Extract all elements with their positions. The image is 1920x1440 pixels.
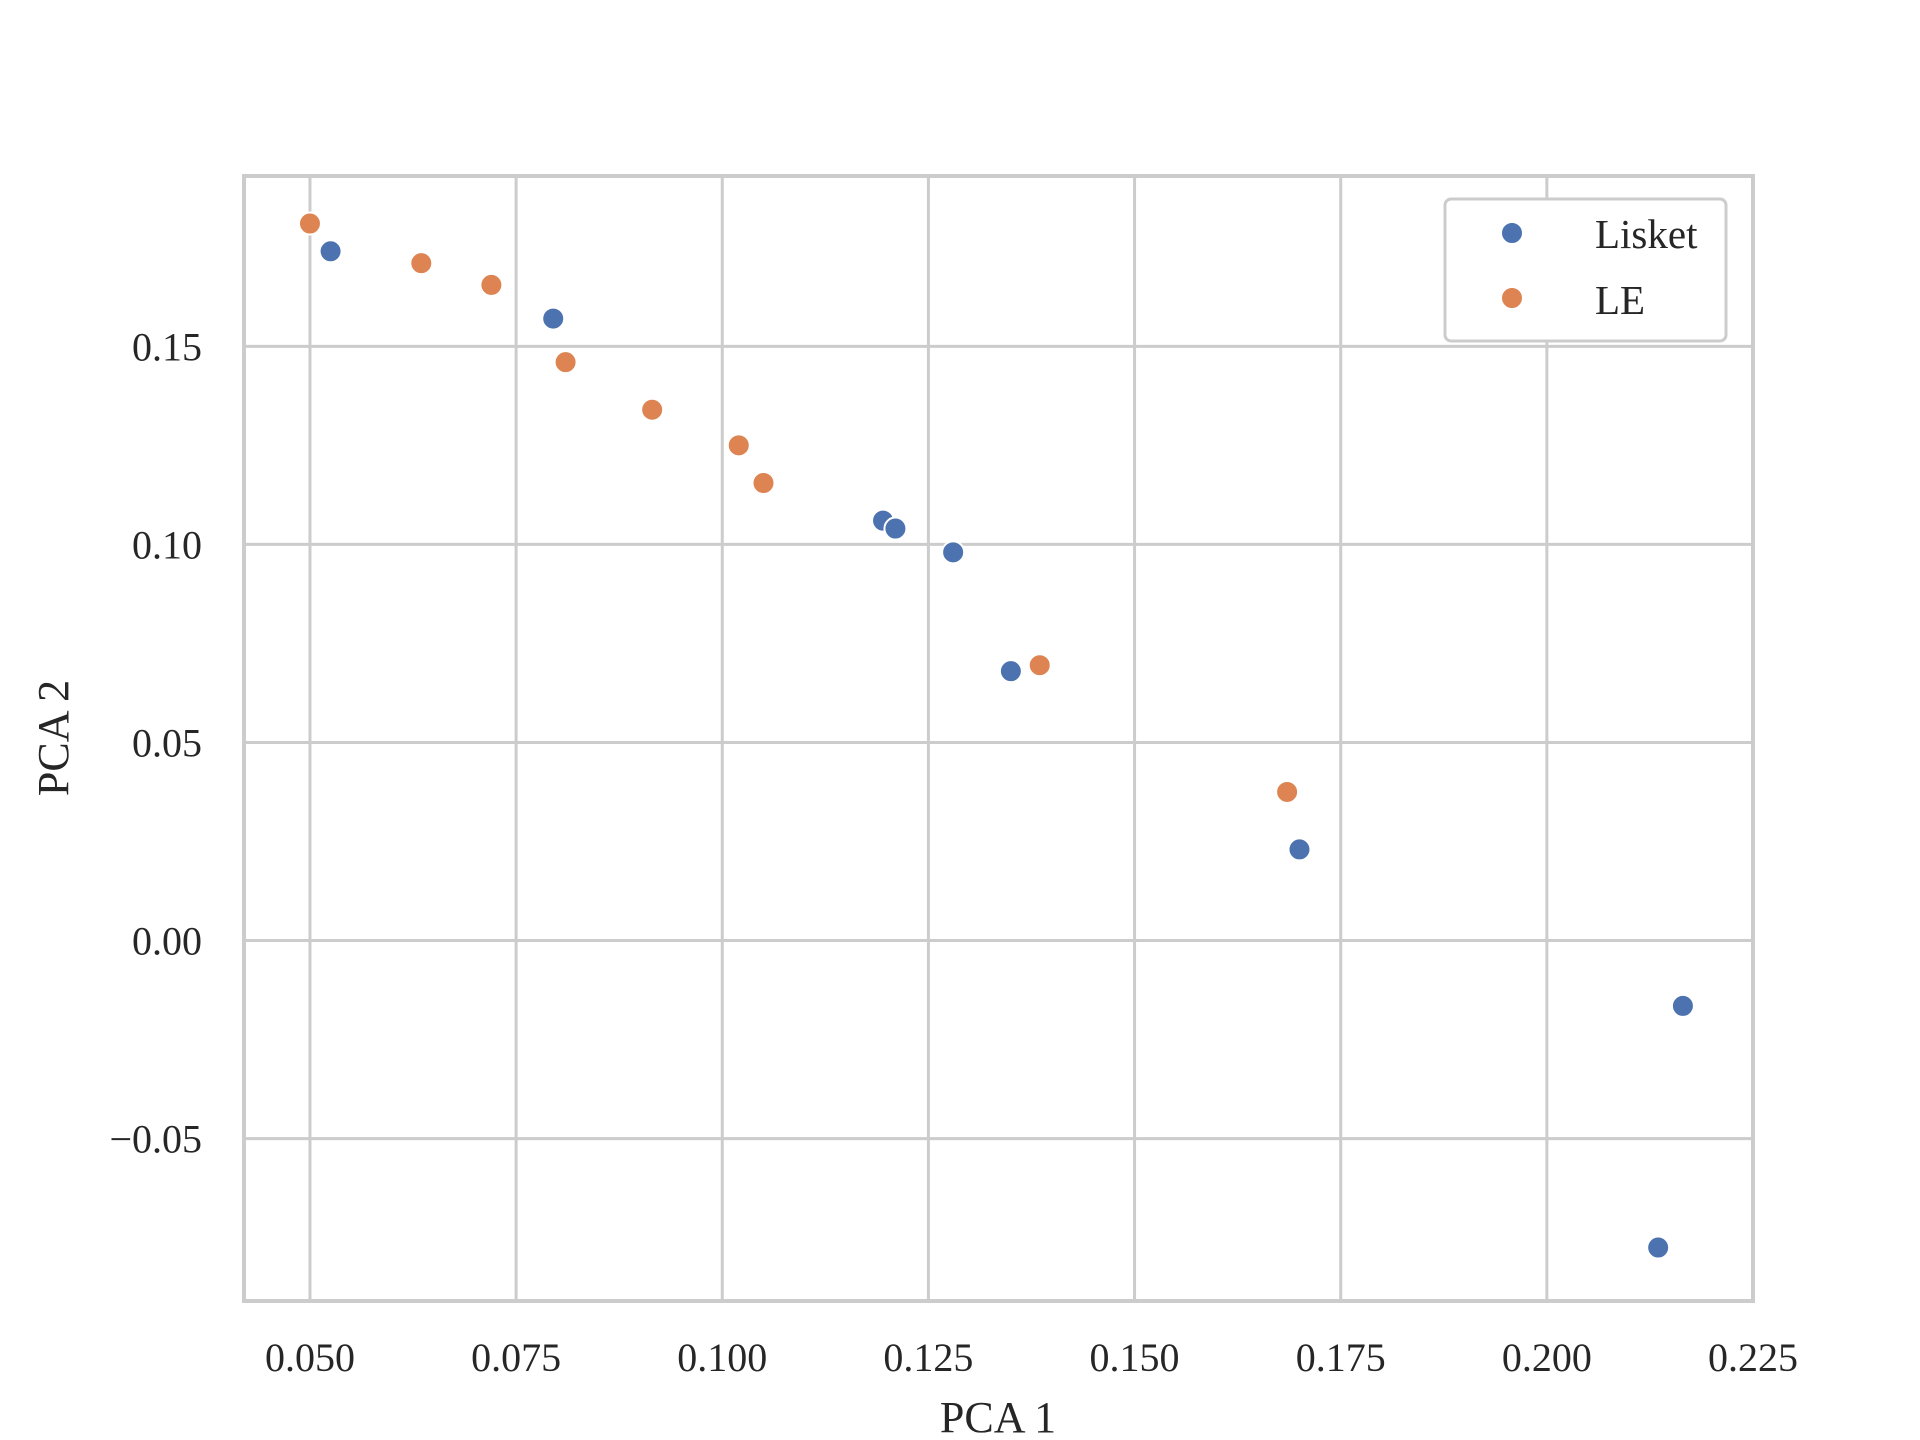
y-tick-label: 0.10 [132,522,202,567]
point-lisket [883,516,908,541]
x-tick-label: 0.050 [265,1335,355,1380]
y-tick-label: 0.15 [132,324,202,369]
point-le [297,211,322,236]
point-le [409,251,434,276]
x-tick-label: 0.150 [1090,1335,1180,1380]
legend: Lisket LE [1443,197,1728,343]
y-tick-label: 0.05 [132,720,202,765]
legend-marker-lisket [1500,221,1524,245]
point-le [726,433,751,458]
tick-labels: 0.050 0.075 0.100 0.125 0.150 0.175 0.200 0.225… [109,324,1798,1380]
y-tick-label: −0.05 [109,1117,202,1162]
point-lisket [318,239,343,264]
x-tick-label: 0.075 [471,1335,561,1380]
y-tick-label: 0.00 [132,919,202,964]
y-axis-label: PCA 2 [29,680,78,796]
point-le [1027,653,1052,678]
point-le [479,272,504,297]
plot-frame [242,174,1755,1303]
point-le [553,350,578,375]
x-tick-label: 0.125 [883,1335,973,1380]
point-le [640,397,665,422]
x-tick-label: 0.175 [1296,1335,1386,1380]
x-tick-label: 0.100 [677,1335,767,1380]
x-axis-label: PCA 1 [940,1393,1056,1440]
point-le [751,470,776,495]
point-lisket [998,659,1023,684]
legend-marker-le [1500,286,1524,310]
point-lisket [541,306,566,331]
point-lisket [1287,837,1312,862]
point-lisket [1670,993,1695,1018]
point-lisket [1646,1235,1671,1260]
point-le [1275,779,1300,804]
point-lisket [941,540,966,565]
x-tick-label: 0.225 [1708,1335,1798,1380]
grid [244,176,1755,1301]
x-tick-label: 0.200 [1502,1335,1592,1380]
data-points [297,211,1695,1260]
legend-label-le: LE [1595,277,1645,323]
legend-label-lisket: Lisket [1595,211,1698,257]
